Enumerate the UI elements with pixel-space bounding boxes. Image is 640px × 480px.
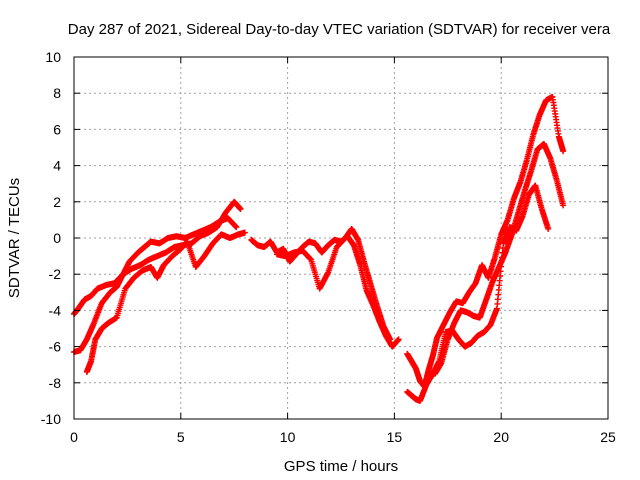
series-track-4 bbox=[248, 233, 402, 350]
y-tick-label: 10 bbox=[45, 49, 61, 65]
x-tick-label: 25 bbox=[600, 429, 616, 445]
y-tick-label: 4 bbox=[53, 158, 61, 174]
y-tick-label: 8 bbox=[53, 85, 61, 101]
y-axis-label: SDTVAR / TECUs bbox=[6, 178, 23, 298]
x-tick-label: 10 bbox=[280, 429, 296, 445]
data-point bbox=[233, 224, 240, 231]
x-tick-label: 0 bbox=[70, 429, 78, 445]
grid-layer bbox=[74, 57, 608, 419]
y-tick-label: -6 bbox=[49, 339, 62, 355]
data-points bbox=[71, 93, 567, 404]
data-point bbox=[560, 148, 567, 155]
series-track-6 bbox=[404, 93, 567, 390]
series-track-1 bbox=[71, 215, 240, 356]
x-tick-label: 15 bbox=[387, 429, 403, 445]
x-axis-label: GPS time / hours bbox=[284, 458, 398, 475]
y-tick-label: -2 bbox=[49, 266, 62, 282]
data-point bbox=[387, 336, 394, 343]
series-track-7 bbox=[431, 140, 567, 377]
y-tick-label: 2 bbox=[53, 194, 61, 210]
data-point bbox=[237, 206, 244, 213]
data-point bbox=[545, 225, 552, 232]
x-tick-label: 5 bbox=[177, 429, 185, 445]
y-tick-label: -10 bbox=[41, 411, 61, 427]
data-point bbox=[395, 336, 402, 343]
chart-title: Day 287 of 2021, Sidereal Day-to-day VTE… bbox=[68, 21, 611, 38]
axis-ticks: 0 5 10 15 20 25 -10 -8 -6 -4 -2 0 2 4 6 8 10 bbox=[41, 49, 616, 445]
series-track-8 bbox=[404, 182, 552, 404]
series-track-3 bbox=[83, 229, 248, 375]
y-tick-label: 6 bbox=[53, 121, 61, 137]
x-tick-label: 20 bbox=[493, 429, 509, 445]
data-point bbox=[560, 202, 567, 209]
y-tick-label: -4 bbox=[49, 302, 62, 318]
data-point bbox=[241, 229, 248, 236]
y-tick-label: 0 bbox=[53, 230, 61, 246]
series-track-2 bbox=[71, 198, 244, 318]
y-tick-label: -8 bbox=[49, 375, 62, 391]
series-track-5 bbox=[273, 225, 394, 343]
